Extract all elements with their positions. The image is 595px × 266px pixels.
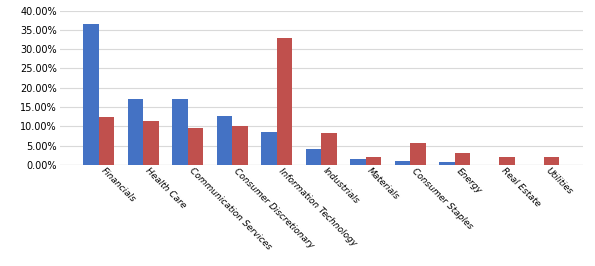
Bar <box>499 157 515 165</box>
Bar <box>83 24 99 165</box>
Bar <box>321 133 337 165</box>
Bar <box>366 157 381 165</box>
Bar <box>411 143 426 165</box>
Bar <box>277 38 292 165</box>
Bar <box>350 159 366 165</box>
Bar <box>544 157 559 165</box>
Bar <box>439 162 455 165</box>
Bar <box>99 117 114 165</box>
Bar <box>128 99 143 165</box>
Bar <box>188 128 203 165</box>
Bar <box>232 126 248 165</box>
Bar <box>173 99 188 165</box>
Bar <box>394 161 411 165</box>
Bar <box>217 116 232 165</box>
Bar <box>455 153 470 165</box>
Bar <box>143 121 159 165</box>
Bar <box>306 149 321 165</box>
Bar <box>261 132 277 165</box>
